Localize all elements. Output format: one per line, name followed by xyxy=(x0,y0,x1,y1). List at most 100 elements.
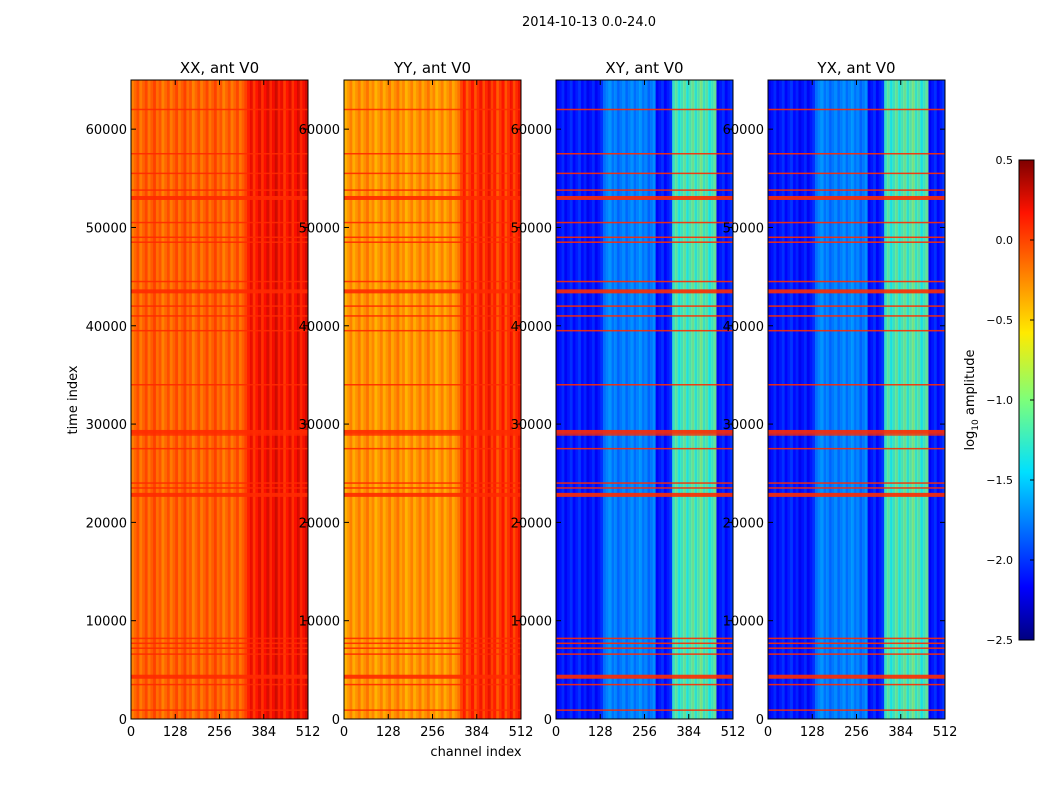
flagged-row xyxy=(556,647,733,649)
flagged-row xyxy=(344,683,521,686)
channel-stripe xyxy=(787,80,791,719)
x-tick-label: 0 xyxy=(340,725,348,740)
colorbar: 0.5 0.0 −0.5 −1.0 −1.5 −2.0 −2.5 log10 amplitu… xyxy=(963,154,1035,647)
flagged-row xyxy=(556,384,733,386)
y-tick-label: 60000 xyxy=(511,123,552,138)
colorbar-tick-label: −1.0 xyxy=(986,394,1013,407)
channel-stripe xyxy=(569,80,574,719)
channel-stripe xyxy=(249,80,254,719)
y-tick-label: 30000 xyxy=(511,418,552,433)
flagged-row xyxy=(556,315,733,317)
channel-stripe xyxy=(605,80,610,719)
channel-stripe xyxy=(781,80,786,719)
channel-stripe xyxy=(155,80,160,719)
channel-stripe xyxy=(939,80,943,719)
channel-stripe xyxy=(917,80,921,719)
channel-stripe xyxy=(269,80,273,719)
channel-stripe xyxy=(385,80,389,719)
channel-stripe xyxy=(616,80,621,719)
channel-stripe xyxy=(183,80,187,719)
channel-stripe xyxy=(449,80,453,719)
channel-stripe xyxy=(936,80,940,719)
flagged-row xyxy=(344,487,521,489)
channel-stripe xyxy=(178,80,182,719)
channel-stripe xyxy=(357,80,362,719)
channel-stripe xyxy=(694,80,698,719)
channel-stripe xyxy=(580,80,585,719)
channel-stripe xyxy=(213,80,218,719)
channel-stripe xyxy=(191,80,196,719)
y-tick-label: 20000 xyxy=(86,516,127,531)
flagged-row xyxy=(344,221,521,224)
flagged-row xyxy=(131,305,308,307)
channel-stripe xyxy=(773,80,777,719)
channel-stripe xyxy=(388,80,392,719)
channel-stripe xyxy=(644,80,648,719)
channel-stripe xyxy=(225,80,229,719)
channel-stripe xyxy=(575,80,579,719)
channel-stripe xyxy=(363,80,367,719)
channel-stripe xyxy=(669,80,673,719)
channel-stripe xyxy=(382,80,386,719)
y-tick-label: 30000 xyxy=(723,418,764,433)
flagged-row xyxy=(556,683,733,686)
flagged-row xyxy=(344,108,521,111)
channel-stripe xyxy=(355,80,359,719)
channel-stripe xyxy=(142,80,146,719)
flagged-row xyxy=(131,482,308,484)
channel-stripe xyxy=(460,80,464,719)
flagged-row xyxy=(556,487,733,489)
channel-stripe xyxy=(608,80,612,719)
channel-stripe xyxy=(928,80,932,719)
channel-stripe xyxy=(180,80,185,719)
flagged-row xyxy=(344,447,521,450)
channel-stripe xyxy=(633,80,637,719)
channel-stripe xyxy=(727,80,731,719)
channel-stripe xyxy=(845,80,849,719)
channel-stripe xyxy=(770,80,775,719)
flagged-row xyxy=(131,647,308,649)
flagged-row xyxy=(556,329,733,332)
channel-stripe xyxy=(515,80,519,719)
flagged-row xyxy=(768,447,945,450)
flagged-row xyxy=(556,280,733,283)
channel-stripe xyxy=(482,80,486,719)
x-tick-label: 512 xyxy=(721,725,746,740)
channel-stripe xyxy=(716,80,720,719)
x-tick-label: 128 xyxy=(376,725,401,740)
channel-stripe xyxy=(496,80,500,719)
channel-stripe xyxy=(611,80,615,719)
flagged-row xyxy=(344,329,521,332)
channel-stripe xyxy=(713,80,717,719)
y-tick-label: 60000 xyxy=(86,123,127,138)
flagged-row xyxy=(556,482,733,484)
channel-stripe xyxy=(848,80,852,719)
channel-stripe xyxy=(396,80,400,719)
channel-stripe xyxy=(205,80,209,719)
y-tick-label: 50000 xyxy=(299,221,340,236)
channel-stripe xyxy=(809,80,813,719)
flagged-row xyxy=(131,637,308,640)
channel-stripe xyxy=(688,80,693,719)
flagged-row xyxy=(768,108,945,111)
y-tick-label: 60000 xyxy=(299,123,340,138)
channel-stripe xyxy=(636,80,640,719)
channel-stripe xyxy=(806,80,810,719)
channel-stripe xyxy=(680,80,684,719)
channel-stripe xyxy=(677,80,681,719)
channel-stripe xyxy=(299,80,303,719)
channel-stripe xyxy=(856,80,860,719)
channel-stripe xyxy=(884,80,888,719)
channel-stripe xyxy=(889,80,893,719)
flagged-row xyxy=(344,384,521,386)
colorbar-tick-label: −2.5 xyxy=(986,634,1013,647)
flagged-row xyxy=(344,434,521,436)
flagged-row xyxy=(556,305,733,307)
channel-stripe xyxy=(493,80,497,719)
channel-stripe xyxy=(473,80,478,719)
x-tick-label: 0 xyxy=(127,725,135,740)
channel-stripe xyxy=(697,80,701,719)
channel-stripe xyxy=(438,80,442,719)
channel-stripe xyxy=(914,80,918,719)
flagged-row xyxy=(556,429,733,434)
